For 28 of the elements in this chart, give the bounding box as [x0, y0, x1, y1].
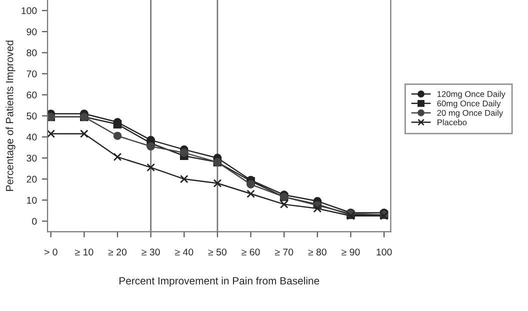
y-tick-label: 40	[26, 134, 37, 141]
y-tick-label: 0	[32, 218, 37, 225]
x-tick-label: ≥ 50	[208, 248, 226, 256]
x-axis-title: Percent Improvement in Pain from Baseline	[120, 276, 320, 287]
x-tick-label: ≥ 10	[75, 248, 94, 256]
y-tick-label: 20	[26, 176, 37, 183]
legend-label: 20 mg Once Daily	[437, 110, 504, 118]
x-tick-label: ≥ 80	[308, 248, 326, 256]
x-tick-label: > 0	[44, 248, 58, 256]
legend-label: 60mg Once Daily	[437, 100, 501, 108]
y-tick-label: 90	[26, 28, 37, 36]
y-tick-label: 60	[26, 92, 37, 98]
x-tick-label: ≥ 70	[274, 248, 294, 256]
y-tick-label: 100	[22, 7, 37, 14]
y-tick-label: 10	[27, 196, 37, 204]
x-tick-label: ≥ 30	[142, 248, 160, 256]
x-tick-label: ≥ 60	[242, 248, 260, 256]
y-tick-label: 70	[26, 70, 37, 78]
legend-label: 120mg Once Daily	[437, 90, 506, 99]
x-tick-label: ≥ 90	[342, 248, 360, 256]
y-tick-label: 80	[26, 49, 37, 56]
y-tick-label: 50	[26, 112, 37, 120]
x-tick-label: 100	[376, 248, 392, 256]
x-tick-label: ≥ 40	[175, 248, 194, 256]
legend-label: Placebo	[438, 119, 467, 126]
y-axis-title: Percentage of Patients Improved	[6, 40, 16, 191]
y-tick-label: 30	[26, 154, 37, 162]
x-tick-label: ≥ 20	[108, 248, 127, 256]
